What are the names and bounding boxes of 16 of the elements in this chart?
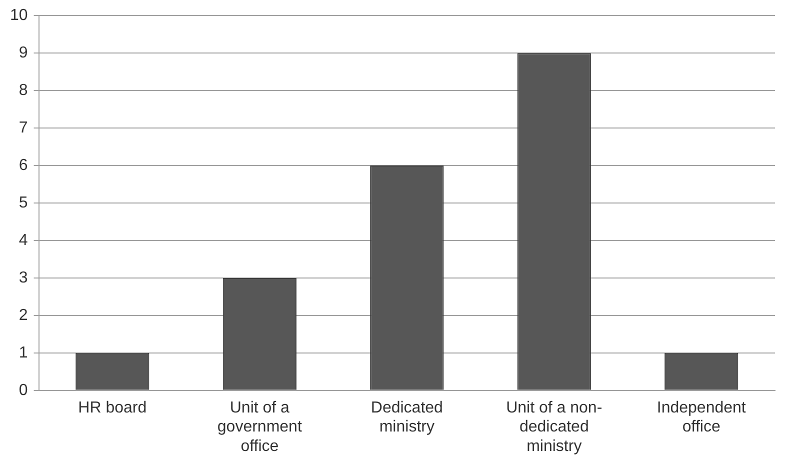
y-tick-label: 0 bbox=[18, 382, 28, 399]
y-tick-label: 8 bbox=[18, 82, 28, 99]
y-tick-label: 6 bbox=[18, 156, 28, 174]
y-tick-label: 3 bbox=[18, 269, 28, 286]
y-tick-label: 4 bbox=[18, 232, 28, 249]
y-tick-label: 5 bbox=[18, 194, 28, 212]
y-tick-label: 2 bbox=[18, 306, 28, 324]
x-tick-label: Independent office bbox=[656, 399, 746, 436]
x-tick-label: HR board bbox=[78, 399, 147, 416]
y-tick-label: 9 bbox=[18, 44, 28, 62]
x-tick-label: Unit of a government office bbox=[217, 399, 302, 455]
x-tick-label: Unit of a non-dedicated ministry bbox=[506, 399, 602, 455]
y-tick-label: 10 bbox=[10, 7, 28, 24]
y-tick-label: 7 bbox=[18, 119, 28, 136]
x-tick-label: Dedicated ministry bbox=[370, 399, 443, 436]
y-tick-label: 1 bbox=[18, 344, 28, 362]
